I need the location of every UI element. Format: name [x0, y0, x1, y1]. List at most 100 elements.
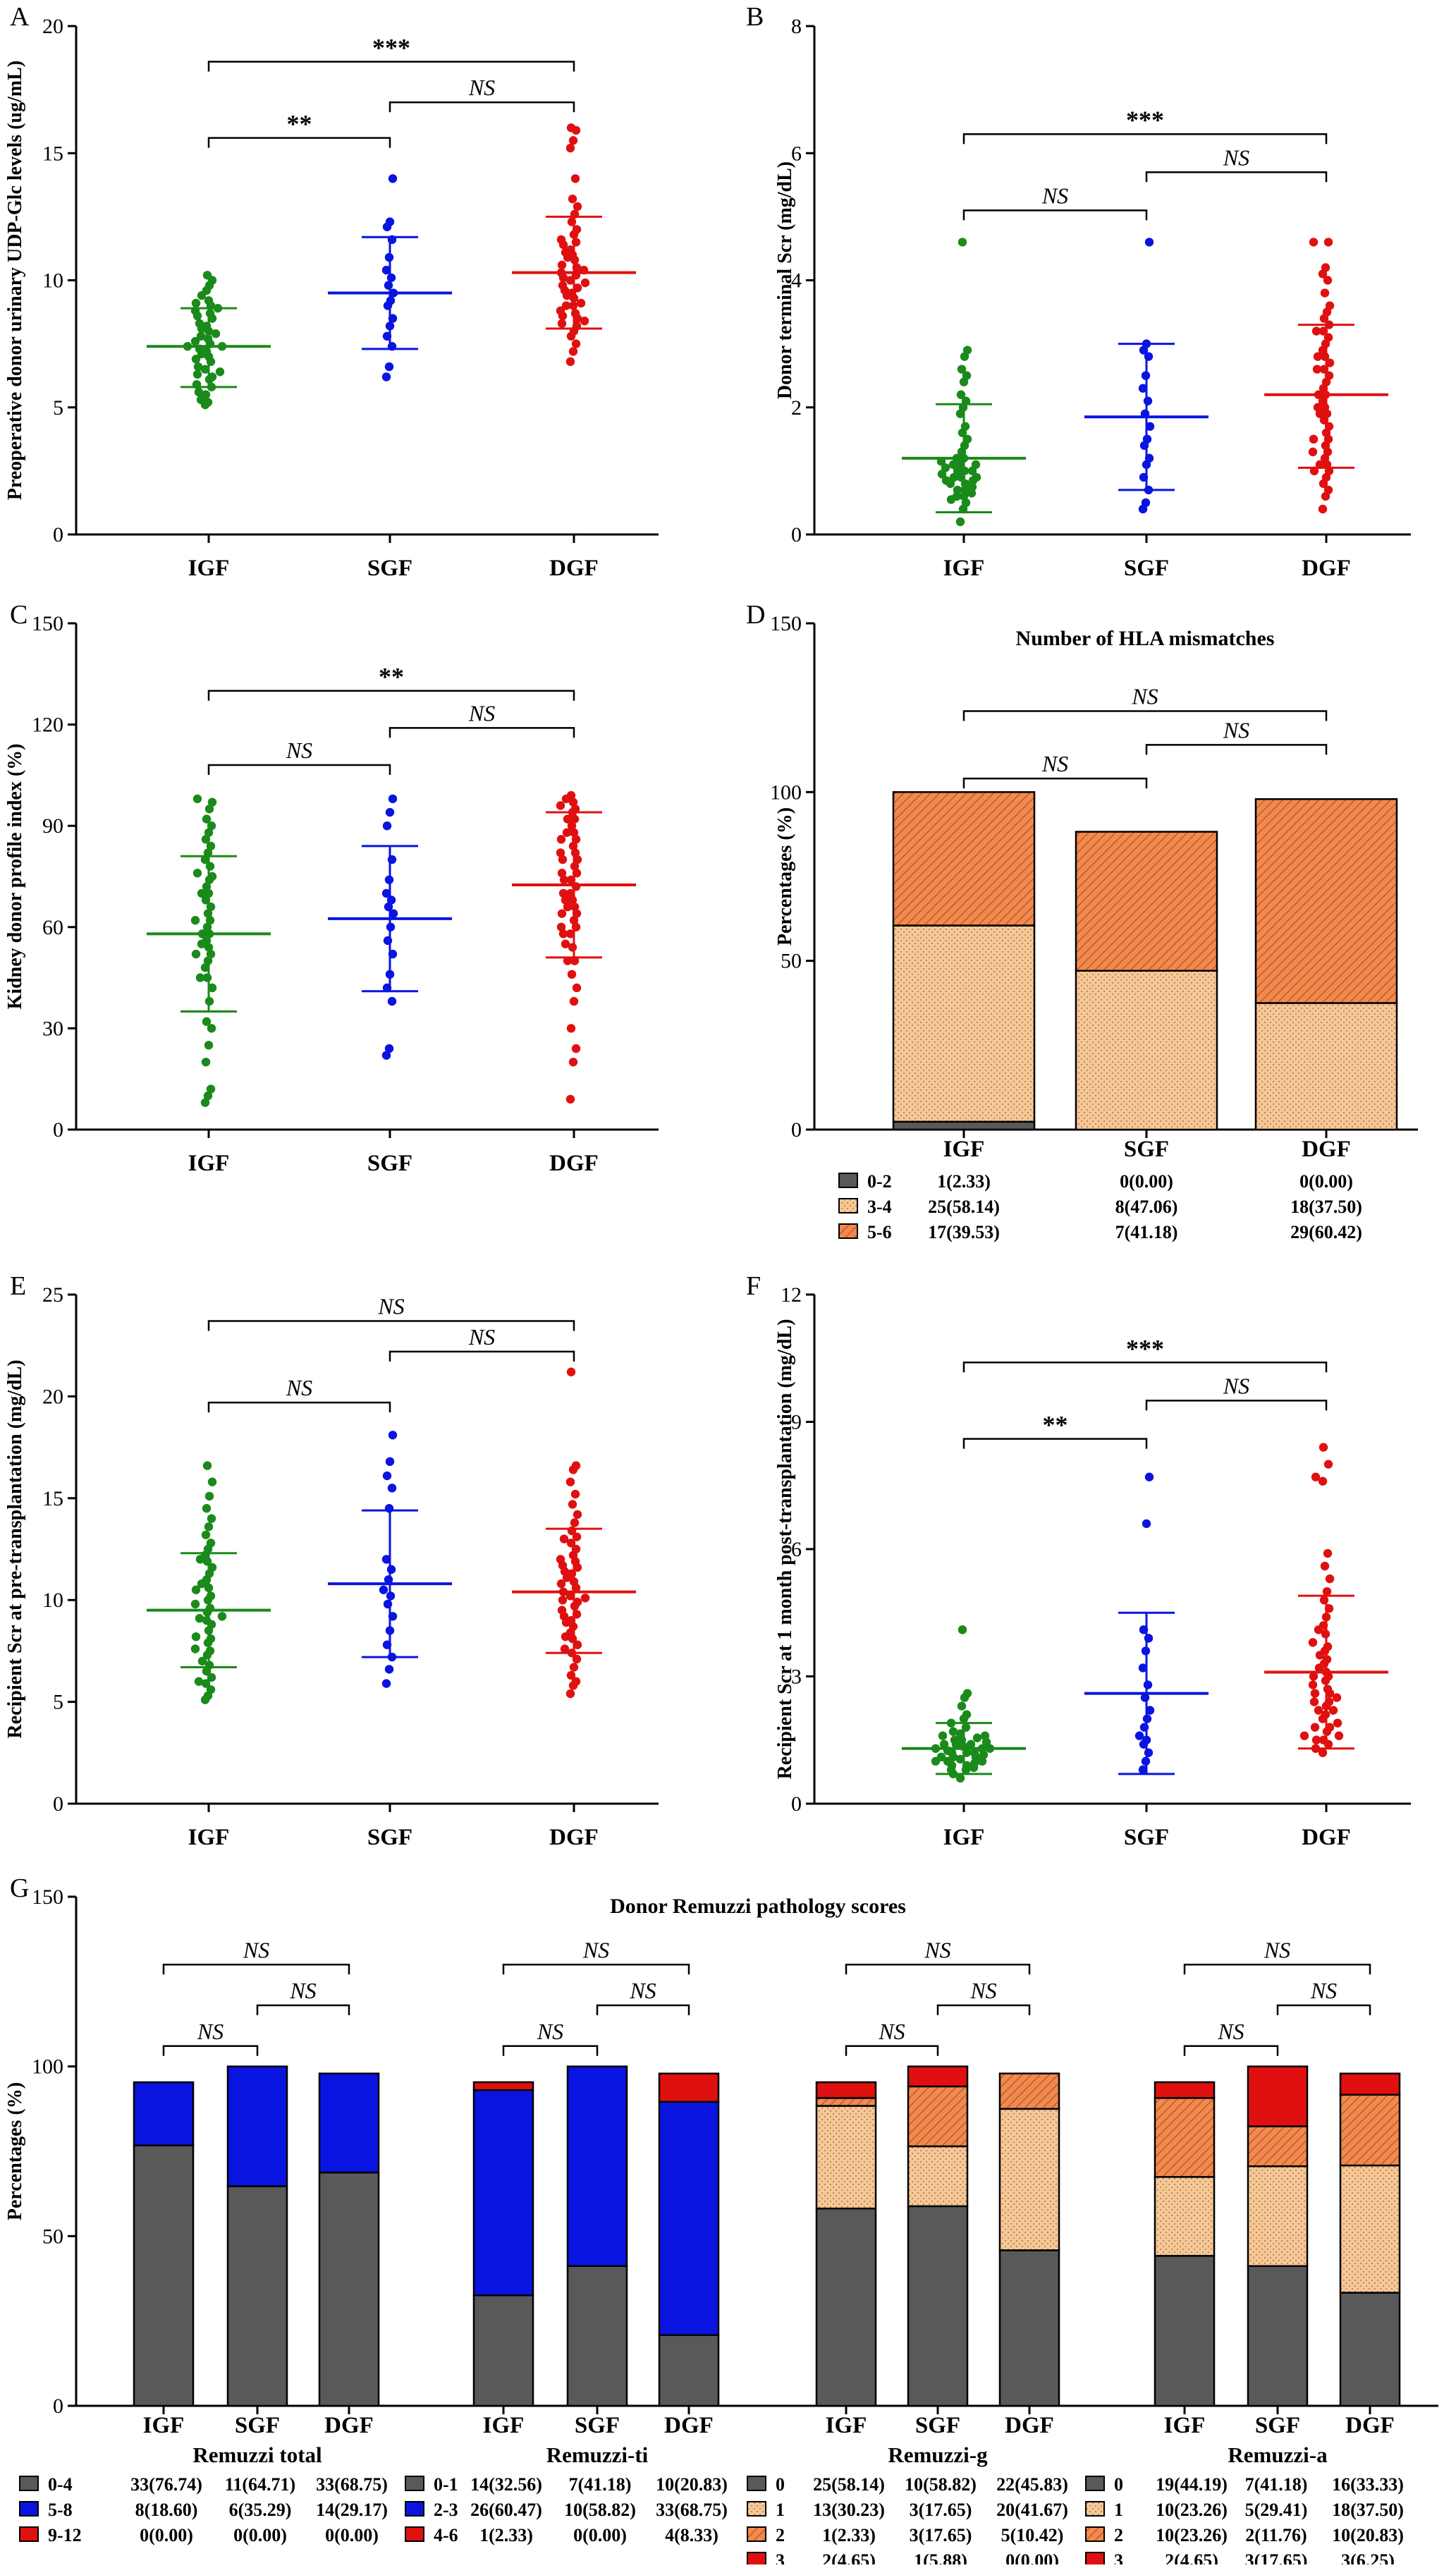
count-label: 2(11.76): [1245, 2525, 1307, 2545]
data-point: [191, 1585, 201, 1594]
mean-sd-DGF: [1264, 1594, 1388, 1750]
y-tick-label: 20: [42, 1385, 63, 1408]
significance-label: ***: [1126, 1334, 1164, 1362]
bracket-line: [1183, 1964, 1371, 1975]
comparison-bracket-2: NS: [162, 1937, 350, 1975]
bar-segment-2: [998, 2072, 1060, 2110]
data-point: [384, 362, 394, 372]
data-point: [202, 1017, 212, 1027]
y-axis-label: Preoperative donor urinary UDP-Glc level…: [4, 61, 26, 500]
data-point: [215, 367, 225, 377]
data-point: [1323, 1548, 1333, 1558]
x-tick-label: IGF: [143, 2413, 185, 2438]
comparison-bracket-1: NS: [1145, 1373, 1328, 1411]
legend-row-5-8: 5-8 8(18.60) 6(35.29) 14(29.17): [19, 2500, 388, 2520]
bar-segment-1: [1154, 2176, 1216, 2257]
data-point: [570, 956, 580, 965]
y-tick-label: 9: [791, 1411, 802, 1434]
mean-sd-IGF: [902, 1722, 1026, 1775]
data-point: [962, 1710, 972, 1719]
legend-row-0-1: 0-1 14(32.56) 7(41.18) 10(20.83): [405, 2474, 728, 2495]
x-tick-label: IGF: [1164, 2413, 1206, 2438]
significance-label: NS: [629, 1978, 656, 2003]
data-point: [190, 1599, 200, 1609]
data-point: [381, 265, 391, 275]
legend-swatch: [838, 1223, 858, 1239]
y-tick-label: 120: [32, 714, 63, 737]
comparison-bracket-2: ***: [962, 1334, 1328, 1373]
data-point: [571, 1677, 581, 1686]
data-point: [556, 922, 566, 932]
mean-sd-SGF: [328, 1509, 452, 1658]
data-point: [1138, 1765, 1148, 1775]
legend-swatch: [747, 2501, 766, 2517]
mean-sd-IGF: [147, 1552, 271, 1669]
count-label: 8(18.60): [135, 2500, 198, 2520]
data-point: [957, 1701, 967, 1711]
data-point: [196, 331, 206, 341]
comparison-bracket-2: NS: [207, 1294, 575, 1331]
data-point: [381, 372, 391, 381]
data-point: [203, 1091, 213, 1101]
bracket-line: [207, 1401, 391, 1413]
data-point: [1322, 1586, 1332, 1596]
legend-swatch: [747, 2476, 766, 2491]
group-label: Remuzzi-a: [1228, 2442, 1328, 2467]
group-remuzzi-ti: IGF SGF DGF Remuzzi-ti 0-1 14(32.56) 7(41.18) 1…: [405, 1937, 728, 2545]
legend-row-9-12: 9-12 0(0.00) 0(0.00) 0(0.00): [19, 2525, 379, 2545]
bar-segment-3: [1339, 2072, 1401, 2096]
data-point: [207, 1024, 216, 1033]
data-point: [190, 916, 200, 925]
bar-segment-2: [1154, 2097, 1216, 2178]
legend-row-3: 3 2(4.65) 3(17.65) 3(6.25): [1085, 2550, 1395, 2568]
panel-label-E: E: [10, 1271, 26, 1301]
count-label: 25(58.14): [813, 2474, 885, 2495]
bar-segment-0: [815, 2207, 877, 2407]
significance-label: NS: [286, 1375, 312, 1400]
legend-swatch: [405, 2501, 424, 2517]
bracket-line: [962, 1362, 1328, 1373]
legend-label: 0: [1114, 2474, 1123, 2495]
data-point: [570, 1489, 580, 1499]
y-tick-label: 15: [42, 142, 63, 165]
stacked-bar-D-0: [892, 791, 1036, 1131]
x-tick-label: DGF: [324, 2413, 374, 2438]
x-tick-label: IGF: [943, 1137, 985, 1162]
mean-sd-SGF: [1084, 1611, 1209, 1775]
bracket-line: [1276, 2004, 1371, 2016]
group-remuzzi-a: IGF SGF DGF Remuzzi-a 0 19(44.19) 7(41.18) 16(3…: [1085, 1937, 1404, 2568]
legend-row-3-4: 3-4 25(58.14) 8(47.06) 18(37.50): [838, 1197, 1362, 1217]
significance-label: NS: [1041, 183, 1068, 208]
data-point: [1308, 1680, 1318, 1689]
legend-label: 0: [776, 2474, 785, 2495]
bracket-line: [936, 2004, 1031, 2016]
data-point: [207, 983, 217, 993]
significance-label: NS: [582, 1937, 609, 1962]
data-point: [573, 855, 582, 864]
x-tick-label: IGF: [826, 2413, 867, 2438]
bar-segment-2-3: [566, 2065, 628, 2268]
points-DGF: [1299, 1443, 1344, 1757]
data-point: [972, 1733, 982, 1742]
legend-label: 0-4: [48, 2474, 73, 2495]
stacked-bar-G0-0: [133, 2081, 195, 2407]
panel-A: A 0 5 10 15 20 Preoperative donor urinary UDP-…: [4, 2, 659, 581]
data-point: [207, 872, 217, 881]
mean-sd-IGF: [147, 855, 271, 1013]
data-point: [1323, 276, 1333, 285]
significance-label: NS: [1041, 751, 1068, 776]
x-tick-label: SGF: [1255, 2413, 1300, 2438]
data-point: [571, 339, 581, 348]
data-point: [191, 298, 201, 308]
data-point: [1323, 1685, 1333, 1694]
data-point: [388, 174, 398, 183]
significance-label: NS: [969, 1978, 996, 2003]
bar-segment-3: [1154, 2081, 1216, 2099]
panel-C: C 0 30 60 90 120 150 Kidney donor profile index…: [4, 600, 659, 1176]
bar-segment-2-3: [658, 2101, 720, 2336]
data-point: [1313, 352, 1323, 361]
y-tick-label: 50: [781, 950, 802, 973]
data-point: [1332, 1693, 1342, 1702]
legend-swatch: [838, 1173, 858, 1188]
